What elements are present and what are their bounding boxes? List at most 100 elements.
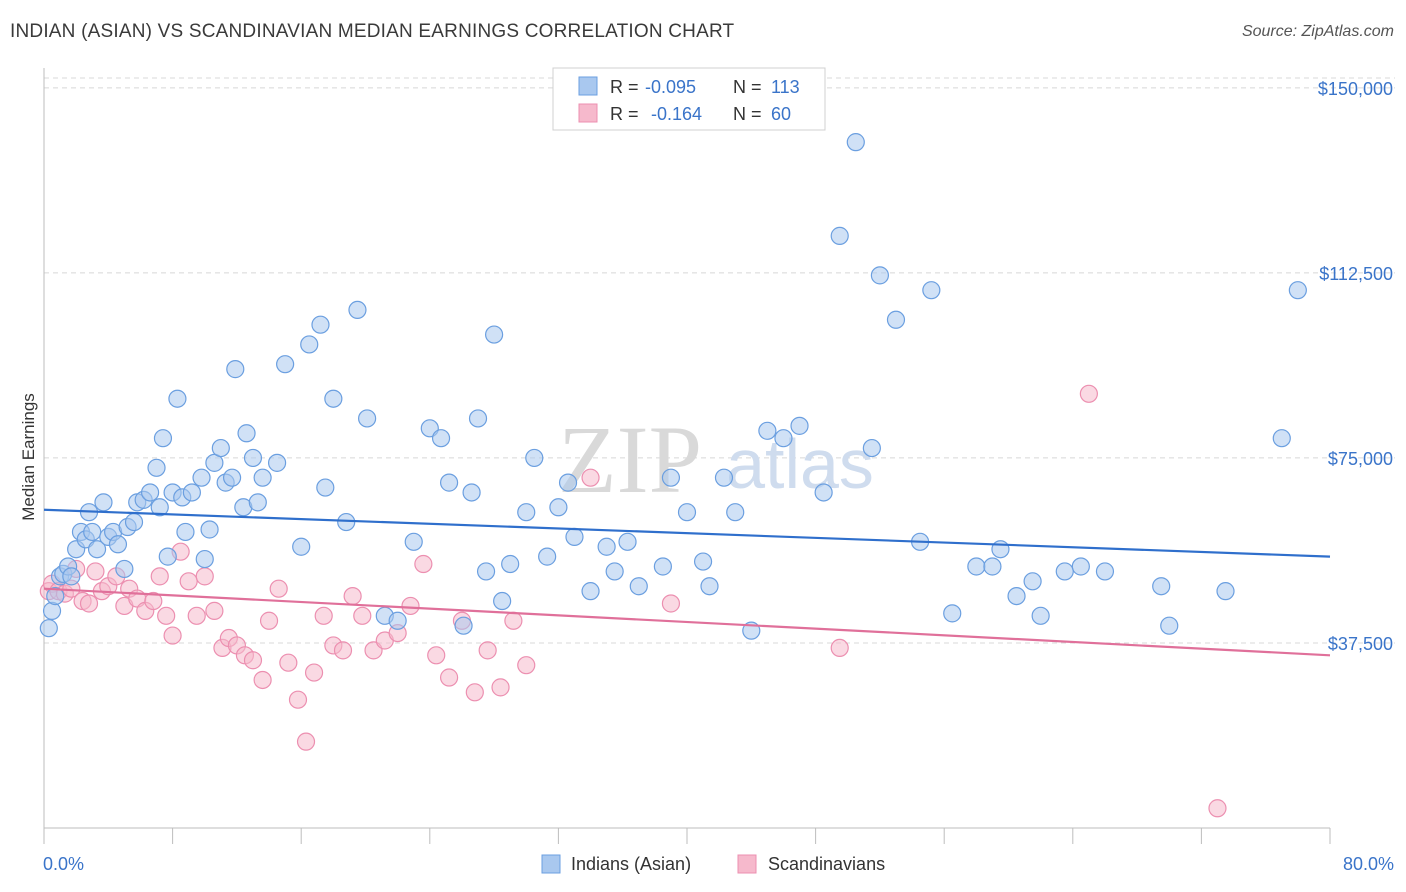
watermark-zip: ZIP: [558, 406, 702, 513]
bottom-legend-label-pink: Scandinavians: [768, 854, 885, 874]
indian-point-39: [226, 360, 245, 379]
bottom-legend-label-blue: Indians (Asian): [571, 854, 691, 874]
indian-point-47: [292, 537, 311, 556]
legend-n-value-2: 60: [771, 104, 791, 124]
indian-point-90: [814, 483, 833, 502]
indian-point-34: [200, 520, 219, 539]
scandinavian-point-16: [144, 591, 163, 611]
scandinavian-point-22: [187, 606, 206, 625]
indian-point-69: [525, 448, 544, 468]
indian-point-92: [846, 133, 865, 152]
y-tick-label-2: $112,500: [1319, 264, 1393, 284]
indian-point-72: [558, 473, 578, 492]
y-tick-label-0: $37,500: [1328, 634, 1393, 654]
indian-point-105: [1055, 562, 1074, 581]
scandinavian-point-24: [205, 601, 224, 620]
scandinavian-point-17: [150, 567, 169, 586]
indian-point-64: [476, 562, 496, 581]
indian-point-17: [115, 559, 134, 579]
indian-point-107: [1095, 562, 1115, 581]
indian-point-109: [1160, 616, 1179, 635]
indian-point-102: [1007, 586, 1026, 606]
chart-title: INDIAN (ASIAN) VS SCANDINAVIAN MEDIAN EA…: [10, 21, 735, 42]
indian-point-30: [176, 522, 195, 542]
indian-point-25: [153, 429, 173, 448]
indian-point-31: [182, 483, 201, 502]
trend-lines: [43, 508, 1331, 657]
indian-point-85: [726, 503, 745, 522]
indian-point-77: [618, 532, 637, 551]
scandinavian-point-36: [304, 663, 324, 682]
scandinavian-point-29: [243, 651, 263, 670]
indian-point-26: [158, 547, 177, 566]
bottom-legend-swatch-blue: [541, 854, 561, 874]
scandinavian-point-39: [333, 641, 353, 660]
y-tick-labels: $37,500 $75,000 $112,500 $150,000: [1318, 79, 1393, 654]
indian-point-104: [1031, 606, 1050, 625]
indian-point-53: [348, 300, 367, 320]
indian-point-33: [195, 549, 214, 569]
scandinavian-point-32: [269, 579, 288, 598]
y-tick-label-3: $150,000: [1318, 79, 1393, 99]
scandinavian-point-55: [581, 468, 600, 487]
indian-point-73: [565, 527, 584, 546]
indian-point-76: [605, 562, 624, 581]
indian-point-50: [316, 478, 335, 497]
scandinavian-point-48: [439, 668, 459, 687]
indian-point-24: [150, 498, 169, 517]
indian-point-63: [468, 409, 488, 428]
indian-point-111: [1272, 429, 1291, 448]
indian-point-59: [431, 429, 451, 448]
indian-point-44: [253, 468, 272, 487]
scandinavian-point-59: [1208, 799, 1227, 818]
scandinavians-trend-line: [43, 587, 1331, 657]
indian-point-13: [94, 493, 113, 512]
legend-swatch-blue: [578, 76, 598, 96]
indian-point-57: [404, 532, 423, 551]
scandinavian-point-18: [157, 606, 176, 625]
scandinavian-point-33: [279, 653, 298, 672]
indian-point-70: [538, 547, 557, 566]
indian-point-106: [1071, 557, 1090, 576]
scandinavian-point-46: [414, 554, 433, 574]
indian-point-71: [549, 498, 568, 517]
indian-point-65: [485, 325, 504, 344]
indian-point-62: [462, 483, 481, 502]
indian-point-48: [300, 335, 319, 354]
indian-point-68: [517, 503, 536, 522]
indians-trend-line: [43, 508, 1331, 558]
indian-point-41: [237, 424, 256, 443]
indian-point-88: [774, 429, 793, 448]
indian-point-94: [870, 266, 890, 285]
indian-point-97: [922, 281, 941, 300]
indian-point-79: [653, 557, 672, 576]
indian-point-61: [454, 616, 473, 635]
legend-n-value-1: 113: [771, 77, 800, 97]
indian-point-1: [42, 601, 62, 620]
indian-point-83: [700, 577, 719, 596]
legend-box: [552, 67, 826, 131]
x-tick-label-min: 0.0%: [43, 854, 84, 874]
indian-point-112: [1288, 281, 1307, 300]
scandinavian-point-37: [314, 606, 333, 625]
scandinavian-point-19: [163, 626, 182, 645]
scandinavian-point-41: [353, 606, 372, 625]
indian-point-100: [983, 557, 1002, 576]
indian-point-6: [62, 567, 81, 586]
indian-point-51: [324, 389, 343, 408]
indian-point-22: [140, 483, 160, 502]
indian-point-93: [862, 438, 881, 458]
indian-point-80: [661, 468, 681, 487]
indian-point-84: [714, 468, 734, 487]
indian-point-78: [629, 577, 648, 596]
indian-point-56: [388, 611, 407, 630]
indian-point-95: [886, 310, 906, 329]
indian-point-38: [222, 468, 242, 487]
scandinavian-point-34: [288, 690, 308, 709]
indian-point-42: [243, 448, 263, 468]
indian-point-99: [967, 557, 986, 576]
scandinavian-point-58: [1079, 384, 1098, 403]
indian-point-54: [358, 409, 377, 428]
indian-point-43: [248, 493, 267, 512]
indian-point-60: [439, 473, 459, 492]
